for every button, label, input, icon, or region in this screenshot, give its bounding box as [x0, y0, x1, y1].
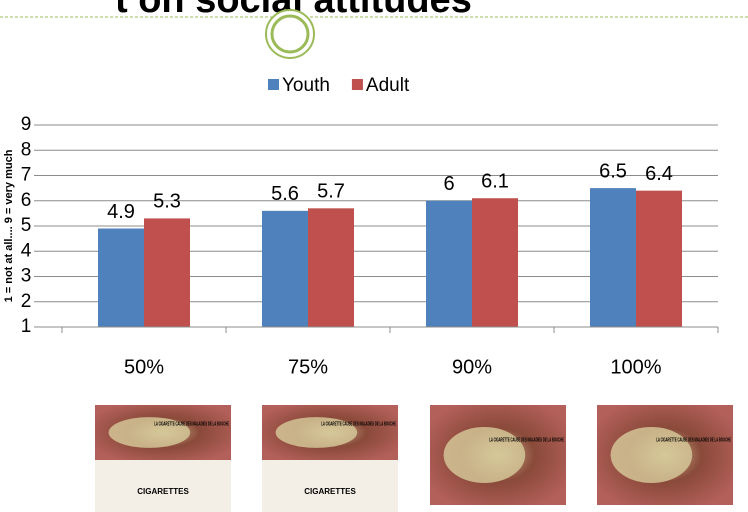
y-axis-title: 1 = not at all.... 9 = very much: [3, 149, 15, 302]
x-tick-label: 75%: [288, 356, 328, 378]
brand-text: CIGARETTES: [137, 487, 189, 496]
y-tick-label: 1: [21, 316, 32, 337]
x-tick-label: 90%: [452, 356, 492, 378]
value-label: 5.7: [317, 181, 345, 203]
pack-image: LA CIGARETTE CAUSE DES MALADIES DE LA BO…: [95, 405, 231, 512]
plot: 1 2 3 4 5 6 7 8 9 Youth Adult 50% 4.9 5.3 75% 5.6 5.7 90%…: [21, 75, 719, 378]
warning-text: LA CIGARETTE CAUSE DES MALADIES DE LA BO…: [489, 437, 564, 443]
bar: [308, 208, 354, 327]
value-label: 5.6: [271, 183, 299, 205]
bar: [144, 218, 190, 327]
bar: [98, 228, 144, 327]
warning-text: LA CIGARETTE CAUSE DES MALADIES DE LA BO…: [321, 422, 396, 428]
y-tick-label: 2: [21, 291, 32, 312]
value-label: 5.3: [153, 191, 181, 213]
brand-text: CIGARETTES: [304, 487, 356, 496]
teeth: [610, 427, 693, 483]
teeth: [443, 427, 526, 483]
teeth: [108, 417, 191, 448]
teeth: [275, 417, 358, 448]
value-label: 6.1: [481, 171, 509, 193]
value-label: 6: [443, 173, 454, 195]
bar: [426, 200, 472, 327]
bar: [636, 190, 682, 327]
bar: [472, 198, 518, 327]
bar: [262, 210, 308, 327]
legend-swatch: [268, 79, 279, 90]
pack-image: LA CIGARETTE CAUSE DES MALADIES DE LA BO…: [430, 405, 566, 512]
value-label: 6.5: [599, 160, 627, 182]
pack-image: LA CIGARETTE CAUSE DES MALADIES DE LA BO…: [597, 405, 733, 512]
decor-circle: [270, 14, 310, 54]
image-row: LA CIGARETTE CAUSE DES MALADIES DE LA BO…: [95, 405, 733, 512]
legend-label: Youth: [282, 75, 330, 96]
y-tick-label: 4: [21, 240, 32, 261]
legend-label: Adult: [366, 75, 410, 96]
x-tick-label: 50%: [124, 356, 164, 378]
value-label: 6.4: [645, 163, 673, 185]
legend-swatch: [351, 79, 363, 90]
warning-text: LA CIGARETTE CAUSE DES MALADIES DE LA BO…: [656, 437, 731, 443]
y-tick-label: 5: [21, 215, 32, 236]
bar: [590, 188, 636, 327]
y-tick-label: 7: [21, 165, 32, 186]
warning-text: LA CIGARETTE CAUSE DES MALADIES DE LA BO…: [154, 422, 229, 428]
y-tick-label: 6: [21, 190, 32, 211]
x-tick-label: 100%: [610, 356, 661, 378]
value-label: 4.9: [107, 201, 135, 223]
pack-image: LA CIGARETTE CAUSE DES MALADIES DE LA BO…: [262, 405, 398, 512]
y-tick-label: 3: [21, 266, 32, 287]
y-tick-label: 8: [21, 139, 32, 160]
y-tick-label: 9: [21, 114, 32, 135]
